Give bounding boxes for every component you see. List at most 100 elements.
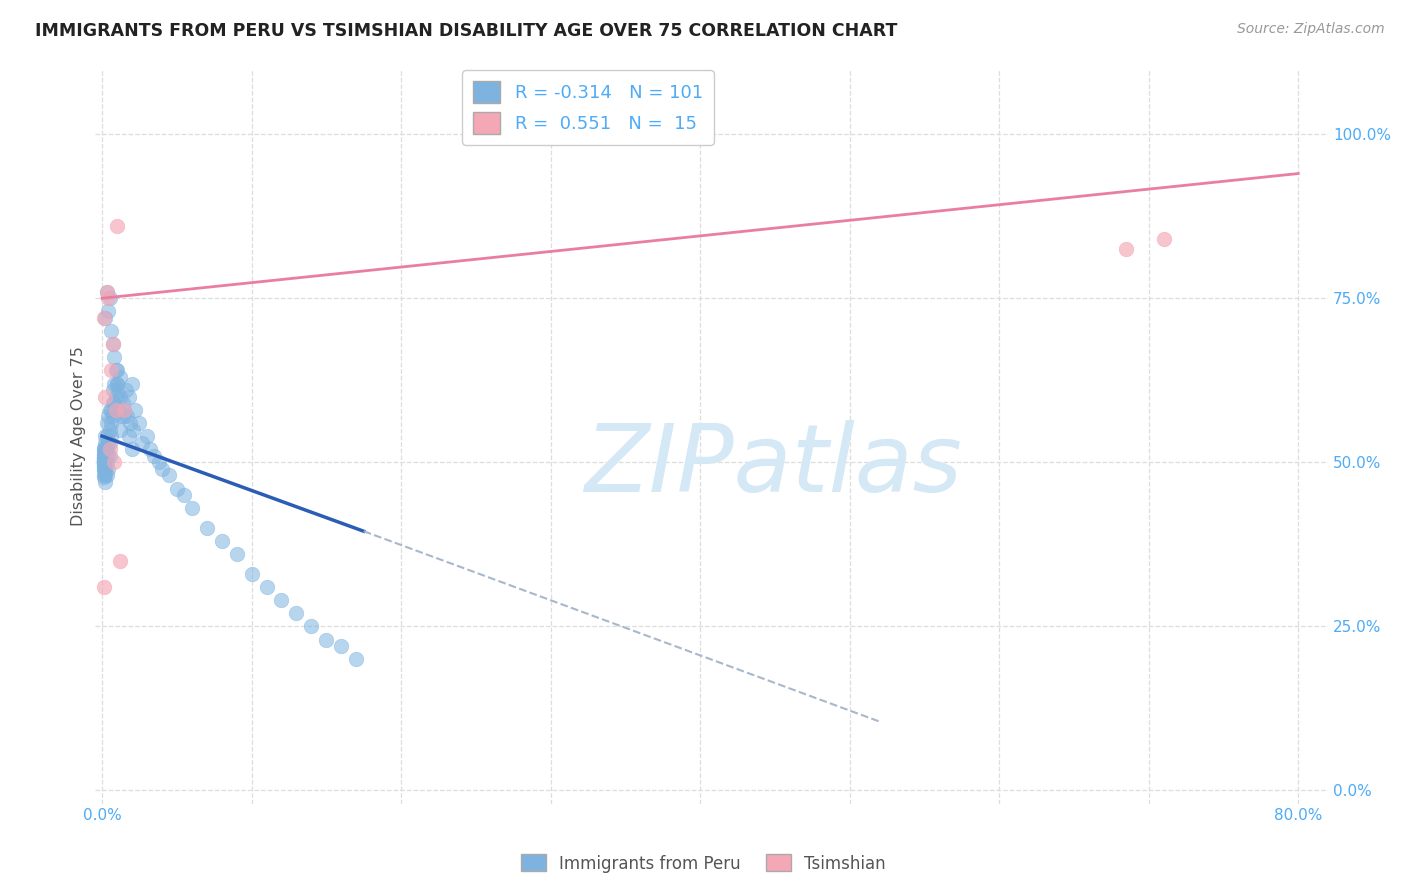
Point <box>315 632 337 647</box>
Point <box>94 442 117 457</box>
Point <box>225 547 247 561</box>
Point <box>111 396 134 410</box>
Point <box>93 452 115 467</box>
Point <box>118 429 141 443</box>
Point <box>285 607 308 621</box>
Point <box>270 593 292 607</box>
Point <box>108 423 131 437</box>
Point <box>107 402 129 417</box>
Point <box>124 402 146 417</box>
Point <box>100 324 122 338</box>
Point <box>104 390 127 404</box>
Point <box>128 416 150 430</box>
Point <box>98 442 121 457</box>
Point <box>157 468 180 483</box>
Y-axis label: Disability Age Over 75: Disability Age Over 75 <box>72 346 86 526</box>
Point <box>121 376 143 391</box>
Point <box>93 445 115 459</box>
Point <box>93 458 115 473</box>
Point <box>93 442 115 457</box>
Point <box>93 468 115 483</box>
Point <box>93 459 115 474</box>
Point <box>96 455 118 469</box>
Point <box>105 376 128 391</box>
Point <box>105 376 128 391</box>
Point <box>211 534 233 549</box>
Point <box>97 449 120 463</box>
Point <box>97 304 120 318</box>
Point <box>93 457 115 471</box>
Point <box>96 442 118 457</box>
Point <box>107 383 129 397</box>
Point <box>101 337 124 351</box>
Point <box>93 454 115 468</box>
Point <box>103 376 125 391</box>
Text: Source: ZipAtlas.com: Source: ZipAtlas.com <box>1237 22 1385 37</box>
Point <box>98 449 121 463</box>
Point <box>114 409 136 424</box>
Point <box>100 429 122 443</box>
Point <box>93 463 115 477</box>
Point <box>117 409 139 424</box>
Point <box>150 462 173 476</box>
Legend: Immigrants from Peru, Tsimshian: Immigrants from Peru, Tsimshian <box>513 847 893 880</box>
Point <box>256 580 278 594</box>
Point <box>93 441 115 455</box>
Point <box>94 435 117 450</box>
Point <box>98 435 121 450</box>
Point <box>114 402 136 417</box>
Point <box>195 521 218 535</box>
Point <box>101 409 124 424</box>
Point <box>104 402 127 417</box>
Text: IMMIGRANTS FROM PERU VS TSIMSHIAN DISABILITY AGE OVER 75 CORRELATION CHART: IMMIGRANTS FROM PERU VS TSIMSHIAN DISABI… <box>35 22 897 40</box>
Point <box>93 455 115 469</box>
Point <box>108 554 131 568</box>
Point <box>104 363 127 377</box>
Point <box>173 488 195 502</box>
Point <box>121 442 143 457</box>
Point <box>120 416 142 430</box>
Point <box>97 462 120 476</box>
Point <box>108 370 131 384</box>
Point <box>96 429 118 443</box>
Point <box>93 453 115 467</box>
Point <box>97 435 120 450</box>
Point <box>93 450 115 465</box>
Text: ZIPatlas: ZIPatlas <box>583 420 962 511</box>
Point <box>115 383 138 397</box>
Point <box>97 291 120 305</box>
Point <box>94 449 117 463</box>
Point <box>1153 232 1175 246</box>
Point <box>240 566 263 581</box>
Point <box>118 390 141 404</box>
Point <box>131 435 153 450</box>
Point <box>94 462 117 476</box>
Point <box>98 402 121 417</box>
Point <box>100 416 122 430</box>
Point <box>98 291 121 305</box>
Point <box>101 337 124 351</box>
Point <box>98 423 121 437</box>
Point <box>93 469 115 483</box>
Point <box>94 390 117 404</box>
Point <box>344 652 367 666</box>
Point <box>103 396 125 410</box>
Point <box>96 468 118 483</box>
Point <box>94 310 117 325</box>
Point <box>93 447 115 461</box>
Point <box>135 429 157 443</box>
Point <box>100 363 122 377</box>
Point <box>180 501 202 516</box>
Point <box>299 619 322 633</box>
Point <box>139 442 162 457</box>
Point <box>96 416 118 430</box>
Legend: R = -0.314   N = 101, R =  0.551   N =  15: R = -0.314 N = 101, R = 0.551 N = 15 <box>463 70 714 145</box>
Point <box>101 383 124 397</box>
Point <box>97 409 120 424</box>
Point <box>101 396 124 410</box>
Point <box>96 285 118 299</box>
Point <box>114 402 136 417</box>
Point <box>330 639 353 653</box>
Point <box>105 363 128 377</box>
Point <box>94 475 117 489</box>
